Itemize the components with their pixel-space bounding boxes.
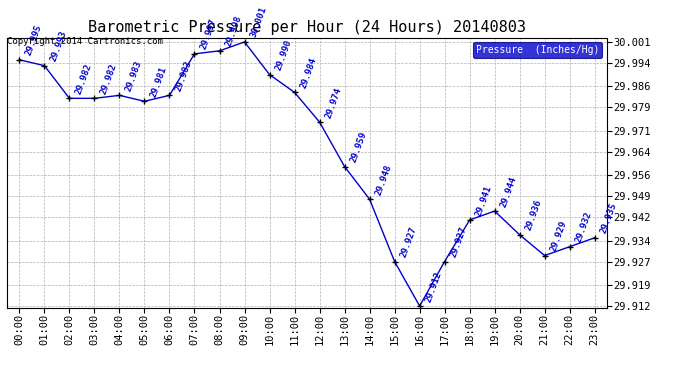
Text: 29.936: 29.936 (524, 199, 543, 232)
Text: 29.995: 29.995 (23, 24, 43, 57)
Text: 29.990: 29.990 (274, 38, 293, 72)
Text: 29.959: 29.959 (348, 130, 368, 164)
Text: 29.993: 29.993 (48, 30, 68, 63)
Text: 29.997: 29.997 (199, 18, 218, 51)
Text: 29.941: 29.941 (474, 184, 493, 217)
Text: 29.984: 29.984 (299, 56, 318, 90)
Text: 29.948: 29.948 (374, 163, 393, 196)
Title: Barometric Pressure per Hour (24 Hours) 20140803: Barometric Pressure per Hour (24 Hours) … (88, 20, 526, 35)
Text: 29.982: 29.982 (74, 62, 93, 96)
Text: Copyright 2014 Cartronics.com: Copyright 2014 Cartronics.com (7, 38, 163, 46)
Text: 29.983: 29.983 (124, 59, 143, 93)
Text: 29.981: 29.981 (148, 65, 168, 99)
Text: 29.927: 29.927 (448, 225, 469, 259)
Text: 29.974: 29.974 (324, 86, 343, 119)
Text: 29.929: 29.929 (549, 219, 569, 253)
Text: 30.001: 30.001 (248, 6, 268, 39)
Text: 29.912: 29.912 (424, 270, 443, 303)
Text: 29.932: 29.932 (574, 210, 593, 244)
Text: 29.983: 29.983 (174, 59, 193, 93)
Text: 29.944: 29.944 (499, 175, 518, 208)
Legend: Pressure  (Inches/Hg): Pressure (Inches/Hg) (473, 42, 602, 58)
Text: 29.982: 29.982 (99, 62, 118, 96)
Text: 29.927: 29.927 (399, 225, 418, 259)
Text: 29.935: 29.935 (599, 202, 618, 235)
Text: 29.998: 29.998 (224, 15, 243, 48)
